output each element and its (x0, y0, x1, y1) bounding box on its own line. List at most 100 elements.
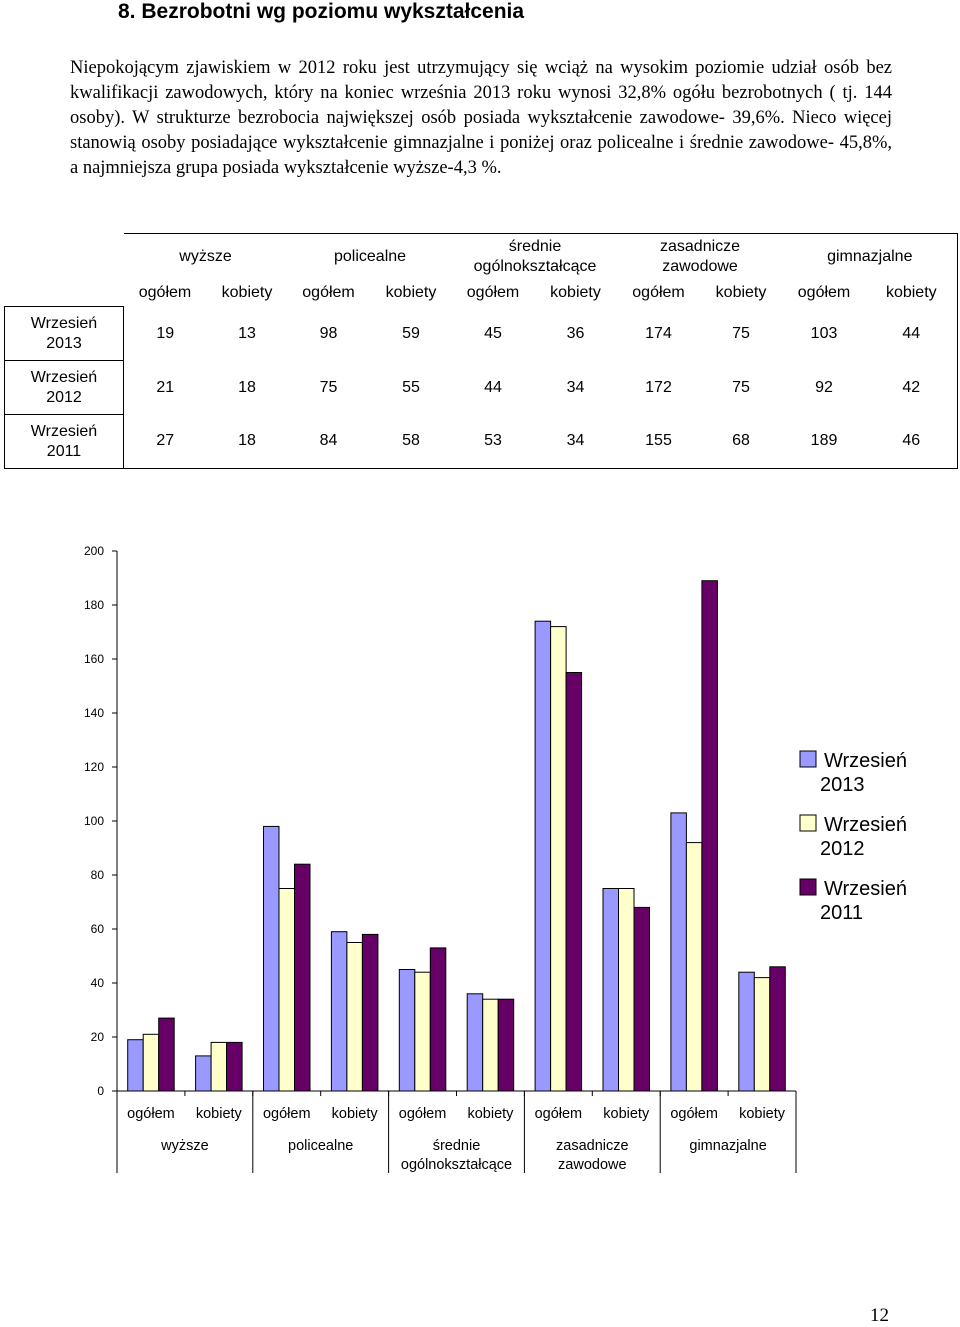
table-cell: 189 (782, 414, 866, 469)
x-tick-label: kobiety (467, 1106, 514, 1122)
group-label: zawodowe (558, 1157, 627, 1173)
bar (294, 863, 311, 1092)
table-row: Wrzesień 2013 19 13 98 59 45 36 174 75 10… (4, 306, 959, 361)
table-cell: 98 (319, 324, 338, 342)
x-tick-label: kobiety (332, 1106, 379, 1122)
legend-swatch (799, 878, 817, 896)
table-cell: 44 (865, 306, 959, 361)
group-label: policealne (288, 1138, 353, 1154)
table-cell: 68 (699, 414, 783, 469)
bar (278, 888, 295, 1092)
y-tick-label: 40 (91, 976, 105, 990)
table-cell: 46 (865, 414, 959, 469)
legend-label: 2013 (820, 774, 865, 796)
table-subheader-row: ogółem kobiety ogółem kobiety ogółem kob… (5, 280, 959, 307)
table-cell: 34 (566, 378, 585, 396)
y-tick-label: 20 (91, 1030, 105, 1044)
y-tick-label: 140 (84, 706, 104, 720)
bar (618, 888, 635, 1092)
table-cell: 34 (533, 414, 618, 469)
x-tick-label: ogółem (670, 1106, 718, 1122)
x-tick-label: kobiety (739, 1106, 786, 1122)
bar (414, 971, 431, 1092)
table-cell: 172 (645, 378, 672, 396)
legend-label: Wrzesień (824, 878, 907, 900)
page-number: 12 (870, 1305, 889, 1326)
y-tick-label: 60 (91, 922, 105, 936)
bar (602, 888, 619, 1092)
table-cell: 59 (402, 324, 420, 342)
legend-label: 2011 (820, 902, 863, 924)
table-group-header: zasadnicze zawodowe (617, 233, 783, 280)
table-year-cell: Wrzesień 2012 (4, 360, 124, 415)
legend-label: 2012 (820, 838, 865, 860)
bar (497, 998, 515, 1092)
x-tick-label: kobiety (603, 1106, 650, 1122)
bar (482, 998, 499, 1092)
group-label: wyższe (160, 1138, 209, 1154)
table-group-header: gimnazjalne (782, 233, 959, 280)
bar (738, 971, 755, 1092)
bar-chart: 0 20 40 60 80 100 120 140 160 180 200 ogółem kobiety… (84, 544, 907, 1173)
legend-swatch (799, 750, 817, 768)
y-tick-label: 180 (84, 598, 104, 612)
bar (466, 993, 484, 1092)
y-tick-label: 160 (84, 652, 104, 666)
table-cell: 27 (123, 414, 207, 469)
table-cell: 45 (484, 324, 502, 342)
table-group-header: średnie ogólnokształcące (452, 233, 618, 280)
table-cell: 21 (156, 378, 175, 396)
table-cell: 18 (238, 378, 256, 396)
table-group-header: policealne (287, 233, 453, 280)
y-tick-label: 0 (97, 1084, 104, 1098)
bar (127, 1039, 144, 1092)
bar (550, 626, 567, 1092)
legend-label: Wrzesień (824, 750, 907, 772)
y-tick-label: 80 (91, 868, 105, 882)
group-label: zasadnicze (556, 1138, 629, 1154)
table-cell: 42 (865, 360, 959, 415)
bar (210, 1041, 228, 1092)
bar (142, 1033, 160, 1092)
table-year-cell: Wrzesień 2013 (4, 306, 124, 361)
bar (429, 947, 447, 1092)
bar (398, 969, 416, 1092)
x-tick-label: kobiety (196, 1106, 243, 1122)
table-cell: 19 (156, 324, 175, 342)
table-cell: 174 (645, 324, 672, 342)
table-subheader: ogółem (797, 284, 851, 302)
table-subheader: ogółem (632, 284, 685, 302)
table-cell: 36 (566, 324, 585, 342)
table-row: Wrzesień 2012 21 18 75 55 44 34 172 75 92… (4, 360, 959, 415)
bar (534, 620, 552, 1092)
bar (701, 580, 718, 1092)
table-cell: 13 (238, 324, 256, 342)
table-cell: 18 (206, 414, 288, 469)
table-subheader: kobiety (385, 284, 437, 302)
table-subheader: ogółem (138, 284, 192, 302)
table-cell: 84 (287, 414, 370, 469)
table-row: Wrzesień 2011 27 18 84 58 53 34 155 68 18… (4, 414, 959, 469)
group-label: średnie (433, 1138, 481, 1154)
table-cell: 55 (402, 378, 420, 396)
bar (565, 672, 583, 1092)
table-cell: 58 (369, 414, 453, 469)
bar (769, 966, 786, 1092)
bar (263, 825, 280, 1092)
table-subheader: ogółem (302, 284, 355, 302)
bar (670, 812, 687, 1092)
table-cell: 103 (810, 324, 838, 342)
x-tick-label: ogółem (535, 1106, 583, 1122)
table-cell: 75 (319, 378, 338, 396)
unemployment-table: wyższe policealne średnie ogólnokształcąc… (4, 233, 959, 469)
y-tick-label: 120 (84, 760, 104, 774)
y-tick-label: 200 (84, 544, 104, 558)
legend-label: Wrzesień (824, 814, 907, 836)
bar (195, 1055, 212, 1092)
table-subheader: kobiety (715, 284, 767, 302)
bar (226, 1041, 243, 1092)
section-heading: 8. Bezrobotni wg poziomu wykształcenia (118, 0, 525, 23)
x-tick-label: ogółem (263, 1106, 311, 1122)
table-cell: 44 (484, 378, 502, 396)
table-subheader: kobiety (221, 284, 273, 302)
